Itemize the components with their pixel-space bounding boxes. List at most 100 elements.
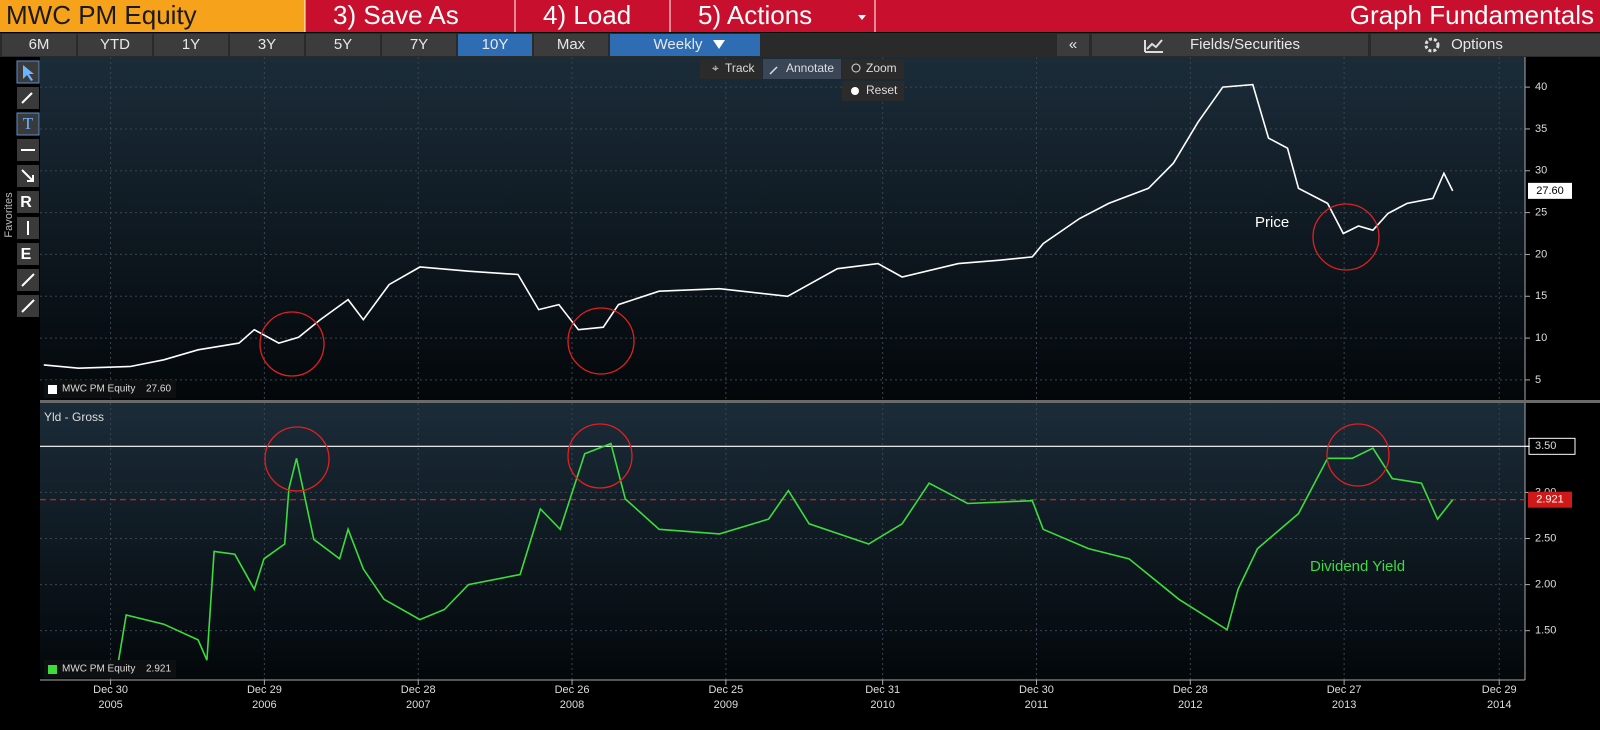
tool-icon — [21, 92, 33, 104]
y-tick-label: 30 — [1535, 165, 1547, 177]
last-value-box — [1528, 491, 1572, 508]
legend-value: 27.60 — [146, 384, 171, 395]
tool-icon: T — [23, 114, 34, 133]
tool-text[interactable] — [16, 112, 40, 136]
last-value-label: 27.60 — [1536, 185, 1564, 197]
circle — [1312, 203, 1380, 271]
favorites: Favorites — [3, 192, 15, 238]
fields-button[interactable] — [1092, 34, 1368, 56]
highlight-circles — [259, 203, 1390, 492]
y-tick-label: 20 — [1535, 248, 1547, 260]
y-tick-label: 5 — [1535, 374, 1541, 386]
tool: Annotate — [786, 61, 834, 75]
range-label: YTD — [100, 36, 130, 53]
tool-r[interactable] — [17, 191, 39, 213]
y-tick-label: 35 — [1535, 123, 1547, 135]
y-tick-label: 3.50 — [1535, 440, 1556, 452]
menu-item[interactable]: 4) Load — [543, 0, 631, 30]
frequency: Weekly — [654, 36, 703, 53]
tool: Track — [725, 61, 756, 75]
y-tick-label: 15 — [1535, 290, 1547, 302]
tool-icon — [21, 169, 34, 182]
circle — [264, 426, 330, 492]
dropdown-arrow — [858, 15, 866, 20]
circle — [1326, 423, 1390, 487]
collapse-button[interactable] — [1057, 34, 1089, 56]
x-tick-label: Dec 31 — [865, 684, 900, 696]
x-tick-year: 2010 — [870, 699, 894, 711]
x-tick-year: 2012 — [1178, 699, 1202, 711]
x-tick-label: Dec 26 — [555, 684, 590, 696]
legend-name: MWC PM Equity — [62, 384, 135, 395]
x-tick-year: 2009 — [714, 699, 738, 711]
y-tick-label: 2.50 — [1535, 532, 1556, 544]
legend-name: MWC PM Equity — [62, 664, 135, 675]
legend-value: 2.921 — [146, 664, 171, 675]
tool-icon — [21, 273, 35, 287]
price-panel — [40, 57, 1525, 400]
menu-item[interactable]: 5) Actions — [698, 0, 812, 30]
legend-swatch — [48, 665, 57, 674]
legend-swatch — [48, 385, 57, 394]
range-button[interactable] — [534, 34, 608, 56]
annotate-button[interactable] — [763, 59, 841, 79]
range-button[interactable] — [2, 34, 76, 56]
line-series — [43, 83, 1454, 370]
plots: 5 10 15 20 25 30 35 40 27.60 MWC PM Equity 27.60 1.… — [40, 57, 1576, 711]
options-icon — [1424, 37, 1440, 53]
x-tick-label: Dec 30 — [93, 684, 128, 696]
range-button[interactable] — [230, 34, 304, 56]
y-tick-label: 40 — [1535, 81, 1547, 93]
zoom-icon — [851, 63, 861, 73]
x-tick-label: Dec 25 — [708, 684, 743, 696]
y-tick-label: 2.00 — [1535, 579, 1556, 591]
track-button[interactable] — [700, 59, 762, 79]
tool: Zoom — [866, 61, 897, 75]
y-tick-label: 25 — [1535, 207, 1547, 219]
range-button[interactable] — [78, 34, 152, 56]
yield-panel — [40, 403, 1525, 680]
reset-button[interactable] — [842, 81, 904, 101]
x-tick-year: 2007 — [406, 699, 430, 711]
fields: Fields/Securities — [1190, 36, 1300, 53]
x-tick-year: 2008 — [560, 699, 584, 711]
tool-icon: R — [20, 194, 32, 211]
range-label: 3Y — [258, 36, 276, 53]
legend-bg — [44, 380, 176, 398]
tool: Reset — [866, 83, 898, 97]
menu-item[interactable]: 3) Save As — [333, 0, 459, 30]
x-tick-label: Dec 29 — [1482, 684, 1517, 696]
dropdown-arrow — [713, 40, 725, 49]
range-label: Max — [557, 36, 586, 53]
frequency-button[interactable] — [610, 34, 760, 56]
x-tick-year: 2005 — [98, 699, 122, 711]
line-series — [117, 442, 1454, 661]
last-value-label: 2.921 — [1536, 494, 1564, 506]
x-tick-year: 2011 — [1025, 699, 1049, 711]
x-tick-label: Dec 30 — [1019, 684, 1054, 696]
circle — [567, 307, 635, 375]
reset-icon — [851, 87, 859, 95]
page-title: Graph Fundamentals — [1350, 0, 1594, 30]
range-button[interactable] — [306, 34, 380, 56]
security-box[interactable] — [0, 0, 305, 32]
legend-bg — [44, 660, 176, 678]
range-buttons: 6M YTD 1Y 3Y 5Y 7Y 10Y Max — [2, 34, 608, 56]
tool-e[interactable] — [17, 243, 39, 265]
tick-box — [1528, 437, 1576, 455]
range-button[interactable] — [458, 34, 532, 56]
circle — [259, 311, 325, 377]
range-label: 7Y — [410, 36, 428, 53]
x-tick-label: Dec 27 — [1327, 684, 1362, 696]
annotate-icon — [769, 66, 778, 75]
panel-divider — [40, 400, 1600, 403]
range-button[interactable] — [382, 34, 456, 56]
drawing-tools: T R E — [16, 60, 40, 317]
collapse: « — [1069, 36, 1077, 53]
range-button[interactable] — [154, 34, 228, 56]
range-label: 1Y — [182, 36, 200, 53]
x-tick-year: 2013 — [1332, 699, 1356, 711]
fields-icon — [1144, 39, 1163, 53]
